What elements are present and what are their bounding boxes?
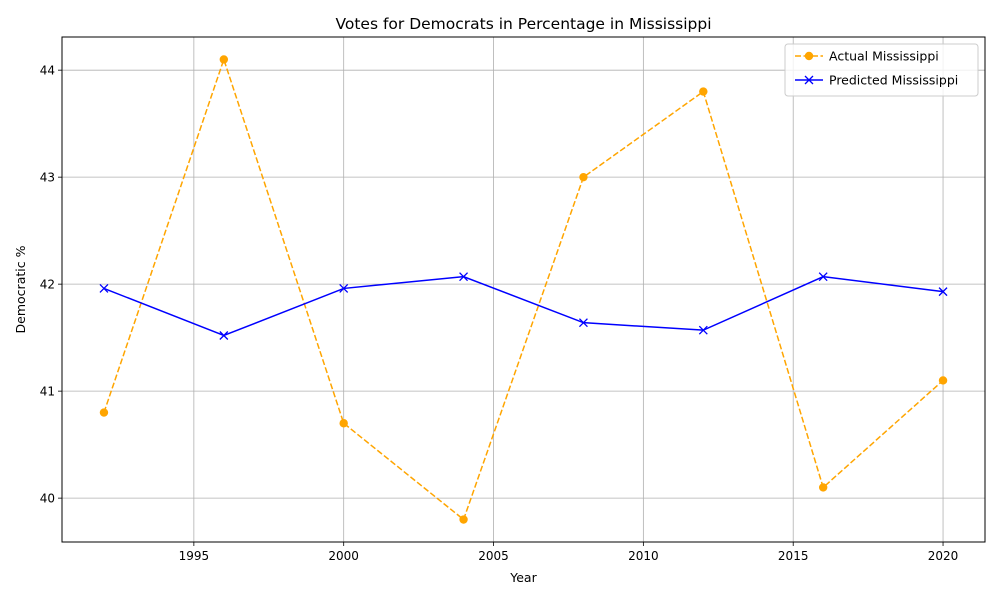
x-tick-label: 2015 [778,549,809,563]
y-tick-label: 41 [40,385,55,399]
x-tick-label: 1995 [179,549,210,563]
data-point-actual [699,87,708,96]
legend-marker-predicted [804,75,814,85]
data-point-predicted [99,283,109,293]
data-point-actual [99,408,109,417]
data-point-actual [459,515,468,524]
axis-ticks: 1995 2000 2005 2010 2015 2020 40 41 42 43 44 [40,64,959,563]
series-line-actual [103,57,944,521]
data-point-actual [579,172,588,182]
chart-title: Votes for Democrats in Percentage in Mis… [335,15,711,33]
series-line-predicted [103,275,944,337]
legend-label-actual: Actual Mississippi [829,49,939,64]
legend-label-predicted: Predicted Mississippi [829,73,958,88]
data-point-predicted [339,283,349,293]
x-tick-label: 2020 [928,549,959,563]
plot-frame [61,36,986,543]
data-point-actual [339,419,348,428]
data-point-predicted [219,331,229,340]
legend-marker-actual [804,51,814,61]
legend-box [784,43,979,97]
x-axis-label: Year [509,570,537,585]
series-layer [99,55,948,524]
data-point-actual [938,376,948,385]
y-tick-label: 43 [40,171,55,185]
y-tick-label: 44 [40,64,55,78]
data-point-predicted [818,272,828,282]
data-point-actual [818,483,828,492]
data-point-predicted [578,318,588,328]
x-tick-label: 2010 [628,549,659,563]
y-axis-label: Democratic % [13,245,28,333]
x-tick-label: 2005 [478,549,509,563]
x-tick-label: 2000 [328,549,359,563]
y-tick-label: 42 [40,278,55,292]
data-point-actual [219,55,229,64]
data-point-predicted [698,325,708,335]
legend: Actual Mississippi Predicted Mississippi [784,43,979,97]
data-point-predicted [459,272,469,282]
data-point-predicted [938,287,948,297]
y-tick-label: 40 [40,492,55,506]
